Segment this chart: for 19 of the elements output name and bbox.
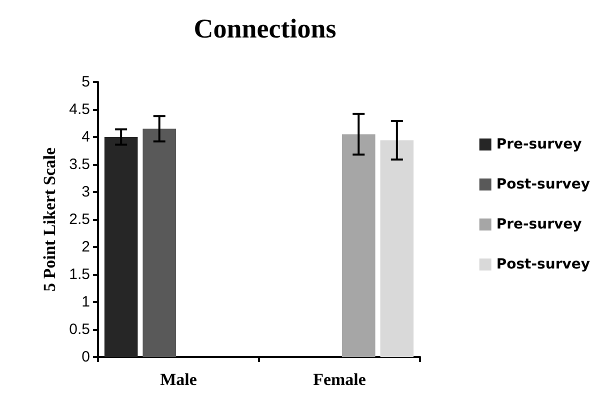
y-tick-label: 4.5 [69, 101, 90, 118]
legend-label: Post-survey [496, 256, 590, 272]
y-tick-label: 2.5 [69, 211, 90, 228]
legend-label: Post-survey [496, 176, 590, 192]
y-tick-label: 1 [82, 294, 90, 310]
y-tick-label: 1.5 [69, 266, 90, 283]
y-tick-label: 0 [82, 348, 90, 366]
y-tick-label: 3.5 [69, 156, 90, 173]
x-tick-label: Female [313, 370, 366, 389]
legend-label: Pre-survey [496, 216, 582, 232]
y-tick-label: 0.5 [69, 321, 90, 338]
y-axis-title: 5 Point Likert Scale [40, 147, 59, 292]
y-tick-label: 4 [82, 128, 90, 146]
x-tick-label: Male [160, 370, 198, 389]
legend-label: Pre-survey [496, 136, 582, 152]
y-tick-label: 3 [82, 184, 90, 200]
chart-title: Connections [194, 14, 336, 44]
y-tick-label: 5 [82, 74, 90, 90]
y-tick-label: 2 [82, 238, 90, 256]
